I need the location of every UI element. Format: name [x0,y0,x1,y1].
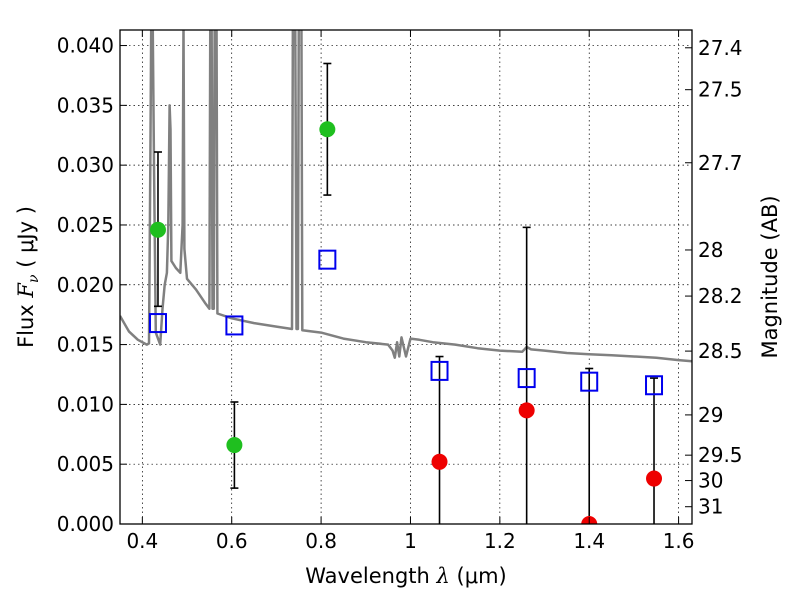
y2-tick-label: 29 [698,403,723,427]
y2-tick-label: 31 [698,495,723,519]
plot-area [120,30,692,524]
y-tick-label: 0.000 [57,512,114,536]
x-tick-label: 1.6 [663,529,695,553]
y2-tick-label: 27.4 [698,36,743,60]
photometry-point [518,402,535,419]
model-photometry-square [645,375,664,396]
y2-tick-label: 29.5 [698,443,743,467]
y2-axis-title: Magnitude (AB) [758,195,782,358]
y-tick-label: 0.005 [57,452,114,476]
photometry-point [646,470,663,487]
y-tick-label: 0.030 [57,153,114,177]
model-spectrum-line [120,30,692,363]
x-tick-label: 1 [404,529,417,553]
y2-tick-label: 28.5 [698,339,743,363]
photometry-point [149,221,166,238]
model-photometry-square [318,249,337,270]
y-tick-label: 0.020 [57,273,114,297]
y-tick-label: 0.010 [57,392,114,416]
y-axis-title: Flux Fν ( μJy ) [14,206,42,348]
y2-tick-label: 27.7 [698,151,743,175]
y2-tick-label: 27.5 [698,78,743,102]
axes: 0.4 0.6 0.8 1 1.2 1.4 1.6 0.000 0.005 0.010 0.015 0… [57,30,743,553]
y-tick-label: 0.025 [57,213,114,237]
photometry-point [319,121,336,138]
y-tick-label: 0.040 [57,34,114,58]
y2-tick-label: 28 [698,238,723,262]
model-photometry-square [430,360,449,381]
model-photometry-square [517,368,536,389]
model-photometry-square [580,371,599,392]
x-tick-label: 0.4 [126,529,158,553]
photometry-point [431,453,448,470]
x-tick-label: 1.4 [573,529,605,553]
y2-tick-label: 28.2 [698,284,743,308]
model-photometry-square [225,315,244,336]
x-axis-title: Wavelength λ (μm) [305,564,506,588]
photometry-point [226,437,243,454]
grid-lines [120,30,692,525]
x-tick-label: 1.2 [484,529,516,553]
y2-tick-label: 30 [698,469,723,493]
x-tick-label: 0.8 [305,529,337,553]
y-tick-label: 0.015 [57,333,114,357]
model-photometry-square [148,313,167,334]
plot-frame [119,29,693,525]
marker-layer [148,121,664,487]
y-tick-label: 0.035 [57,93,114,117]
x-tick-label: 0.6 [216,529,248,553]
